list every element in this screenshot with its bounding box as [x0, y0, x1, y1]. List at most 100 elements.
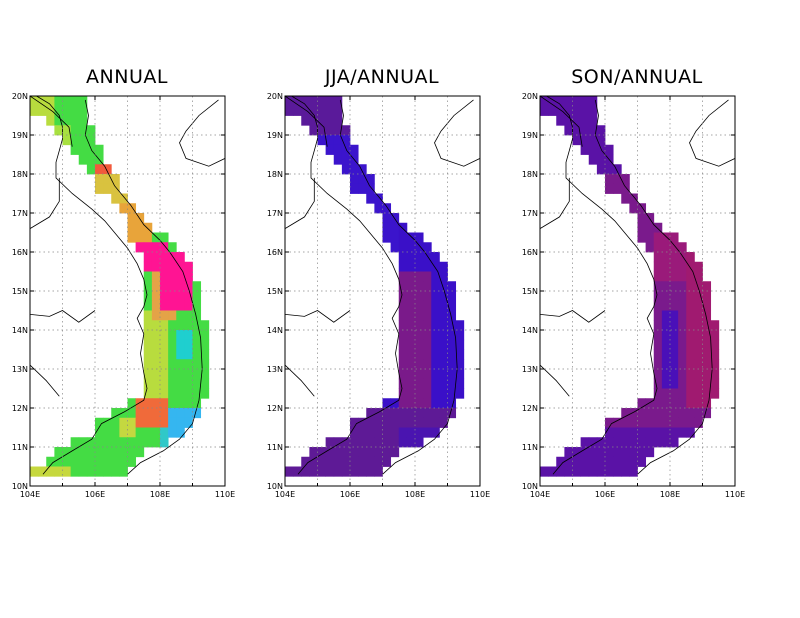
- grid-cell: [119, 417, 128, 428]
- grid-cell: [447, 398, 457, 409]
- grid-cell: [661, 261, 671, 272]
- grid-cell: [366, 456, 375, 467]
- grid-cell: [406, 388, 416, 399]
- grid-cell: [678, 271, 687, 282]
- grid-cell: [653, 417, 663, 428]
- grid-cell: [160, 408, 169, 419]
- grid-cell: [168, 320, 177, 331]
- grid-cell: [325, 466, 335, 477]
- grid-cell: [398, 232, 408, 243]
- grid-cell: [46, 456, 55, 467]
- grid-cell: [670, 252, 679, 263]
- grid-cell: [151, 300, 161, 311]
- coast-segment: [30, 364, 60, 397]
- grid-cell: [572, 456, 582, 467]
- grid-cell: [374, 466, 383, 477]
- grid-cell: [398, 417, 408, 428]
- grid-cell: [333, 466, 343, 477]
- grid-cell: [605, 456, 614, 467]
- grid-cell: [694, 320, 703, 331]
- grid-cell: [317, 466, 327, 477]
- grid-cell: [176, 252, 185, 263]
- grid-cell: [439, 339, 448, 350]
- grid-cell: [184, 369, 193, 380]
- grid-cell: [694, 408, 703, 419]
- grid-cell: [176, 291, 185, 302]
- grid-cell: [127, 213, 137, 224]
- lon-label: 104E: [275, 490, 295, 499]
- grid-cell: [358, 456, 367, 467]
- grid-cell: [390, 408, 400, 419]
- grid-cell: [358, 437, 367, 448]
- grid-cell: [423, 320, 432, 331]
- grid-cell: [192, 378, 202, 389]
- grid-cell: [653, 388, 663, 399]
- grid-cell: [143, 281, 153, 292]
- grid-cell: [160, 300, 169, 311]
- grid-cell: [168, 427, 177, 438]
- grid-cell: [192, 359, 202, 370]
- grid-cell: [95, 164, 104, 175]
- coast-segment: [285, 177, 315, 229]
- grid-cell: [431, 300, 440, 311]
- grid-cell: [390, 242, 400, 253]
- grid-cell: [415, 330, 424, 341]
- grid-cell: [176, 261, 185, 272]
- coast-segment: [540, 364, 570, 397]
- grid-cell: [439, 300, 448, 311]
- grid-cell: [95, 144, 104, 155]
- lat-label: 18N: [267, 170, 283, 179]
- grid-cell: [439, 261, 448, 272]
- grid-cell: [678, 339, 687, 350]
- grid-cell: [86, 135, 96, 146]
- grid-cell: [151, 281, 161, 292]
- grid-cell: [596, 154, 606, 165]
- grid-cell: [694, 310, 703, 321]
- grid-cell: [192, 330, 202, 341]
- grid-cell: [325, 125, 335, 136]
- grid-cell: [160, 339, 169, 350]
- lat-label: 11N: [522, 443, 538, 452]
- grid-cell: [293, 105, 302, 116]
- grid-cell: [78, 456, 88, 467]
- grid-cell: [661, 408, 671, 419]
- grid-cell: [192, 349, 202, 360]
- grid-cell: [588, 456, 598, 467]
- grid-cell: [398, 320, 408, 331]
- grid-cell: [580, 144, 590, 155]
- grid-cell: [645, 417, 655, 428]
- grid-cell: [423, 310, 432, 321]
- lon-label: 104E: [20, 490, 40, 499]
- grid-cell: [176, 300, 185, 311]
- grid-cell: [62, 115, 72, 126]
- grid-cell: [127, 398, 137, 409]
- grid-cell: [333, 447, 343, 458]
- lon-label: 108E: [405, 490, 425, 499]
- grid-cell: [200, 349, 210, 360]
- grid-cell: [431, 388, 440, 399]
- coast-segment: [594, 99, 713, 475]
- grid-cell: [548, 105, 557, 116]
- lat-label: 18N: [522, 170, 538, 179]
- grid-cell: [702, 369, 712, 380]
- grid-cell: [333, 105, 343, 116]
- grid-cell: [621, 466, 630, 477]
- grid-cell: [653, 349, 663, 360]
- grid-cell: [184, 261, 193, 272]
- grid-cell: [645, 408, 655, 419]
- grid-cell: [309, 456, 318, 467]
- grid-cell: [38, 105, 47, 116]
- grid-cell: [653, 427, 663, 438]
- grid-cell: [423, 417, 432, 428]
- grid-cell: [702, 339, 712, 350]
- grid-cell: [143, 222, 153, 233]
- grid-cell: [184, 291, 193, 302]
- grid-cell: [143, 252, 153, 263]
- grid-cell: [613, 427, 622, 438]
- grid-cell: [670, 369, 679, 380]
- grid-cell: [686, 427, 695, 438]
- grid-cell: [406, 271, 416, 282]
- grid-cell: [439, 378, 448, 389]
- grid-cell: [686, 388, 695, 399]
